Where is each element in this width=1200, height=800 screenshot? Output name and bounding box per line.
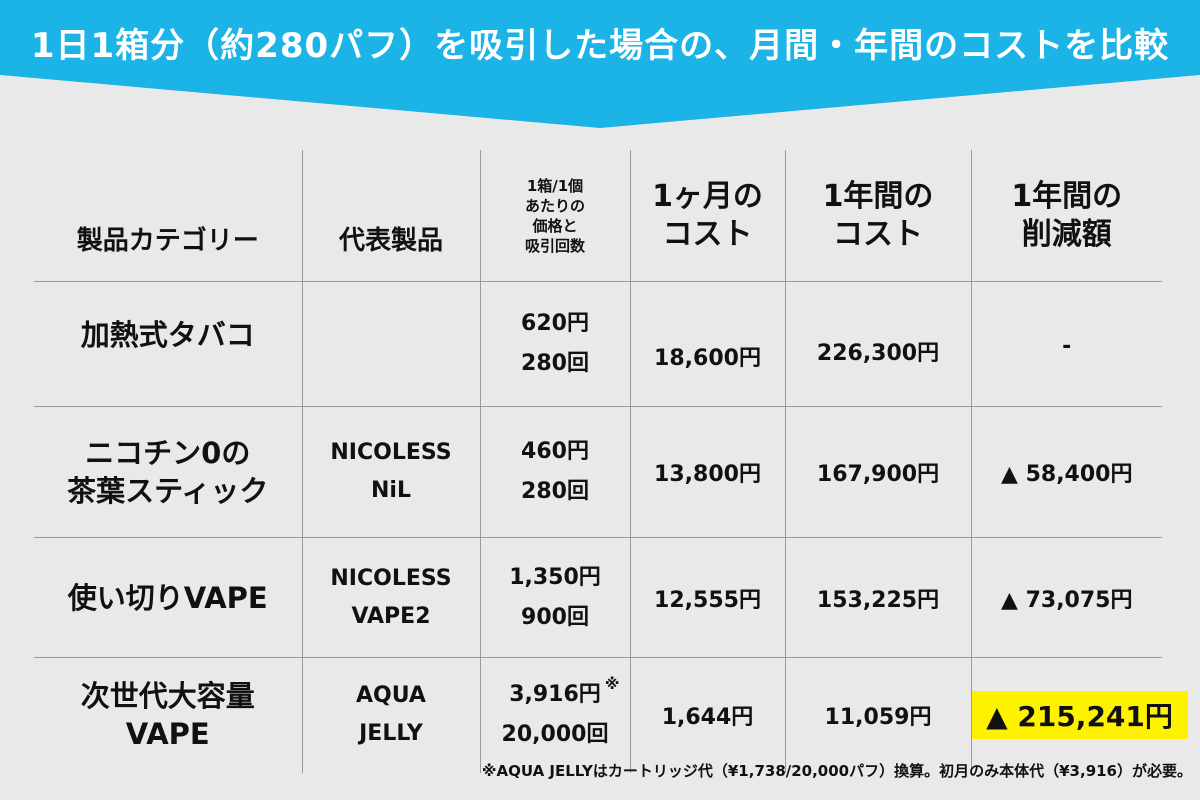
yearly-cost: 167,900円	[784, 406, 971, 538]
title-banner: 1日1箱分（約280パフ）を吸引した場合の、月間・年間のコストを比較	[0, 0, 1200, 130]
header-price-line: あたりの	[524, 196, 585, 215]
monthly-cost: 12,555円	[629, 537, 785, 658]
category-line: VAPE	[125, 717, 210, 752]
header-price-line: 吸引回数	[524, 236, 585, 255]
category-cell: 使い切りVAPE	[34, 537, 302, 658]
category-line: 茶葉スティック	[67, 474, 269, 508]
note-mark: ※	[604, 675, 620, 693]
table-row: 加熱式タバコ 620円 280回 18,600円 226,300円 -	[34, 281, 1162, 407]
yearly-saving: ▲ 58,400円	[970, 406, 1162, 538]
header-saving: 1年間の 削減額	[970, 150, 1162, 282]
table-row: 次世代大容量 VAPE AQUA JELLY ※ 3,916円 20,000回 …	[34, 657, 1188, 773]
header-saving-line: 削減額	[1021, 216, 1112, 252]
category-line: 次世代大容量	[80, 679, 255, 714]
puff-count: 20,000回	[501, 722, 609, 748]
product-cell: AQUA JELLY	[301, 657, 480, 773]
product-cell: NICOLESS NiL	[301, 406, 480, 538]
header-yearly: 1年間の コスト	[784, 150, 971, 282]
footnote: ※AQUA JELLYはカートリッジ代（¥1,738/20,000パフ）換算。初…	[481, 762, 1192, 780]
puff-count: 900回	[521, 604, 589, 630]
banner-shape	[0, 0, 1200, 128]
yearly-cost: 153,225円	[784, 537, 971, 658]
price-cell: 620円 280回	[479, 281, 630, 407]
yearly-saving: -	[970, 281, 1162, 407]
header-monthly-line: 1ヶ月の	[652, 178, 763, 214]
header-price-line: 1箱/1個	[526, 176, 584, 195]
header-monthly: 1ヶ月の コスト	[629, 150, 785, 282]
product-line: NICOLESS	[330, 440, 452, 465]
header-yearly-line: コスト	[833, 216, 923, 252]
header-yearly-line: 1年間の	[822, 178, 934, 214]
category-cell: 次世代大容量 VAPE	[34, 657, 302, 773]
header-product: 代表製品	[301, 150, 480, 282]
product-cell: NICOLESS VAPE2	[301, 537, 480, 658]
cost-comparison-table: 製品カテゴリー 代表製品 1箱/1個 あたりの 価格と 吸引回数 1ヶ月の コス…	[34, 150, 1188, 773]
puff-count: 280回	[521, 479, 589, 504]
header-row: 製品カテゴリー 代表製品 1箱/1個 あたりの 価格と 吸引回数 1ヶ月の コス…	[34, 150, 1162, 282]
product-line: JELLY	[359, 721, 423, 747]
header-price-line: 価格と	[532, 216, 578, 235]
yearly-saving: ▲ 73,075円	[970, 537, 1162, 658]
product-line: NiL	[371, 478, 411, 503]
puff-count: 280回	[521, 351, 589, 376]
yearly-cost: 226,300円	[784, 281, 971, 407]
price-value: 620円	[521, 311, 589, 336]
monthly-cost: 18,600円	[629, 281, 785, 407]
category-cell: ニコチン0の 茶葉スティック	[34, 406, 302, 538]
monthly-cost: 1,644円	[629, 657, 785, 773]
category-line: 使い切りVAPE	[67, 580, 268, 615]
yearly-cost: 11,059円	[784, 657, 971, 773]
header-price: 1箱/1個 あたりの 価格と 吸引回数	[479, 150, 630, 282]
table-row: 使い切りVAPE NICOLESS VAPE2 1,350円 900回 12,5…	[34, 537, 1162, 658]
price-value: 3,916円	[509, 682, 601, 708]
category-line: ニコチン0の	[85, 436, 251, 470]
category-line: 加熱式タバコ	[80, 318, 255, 352]
highlighted-saving: ▲ 215,241円	[971, 691, 1188, 740]
yearly-saving-cell: ▲ 215,241円	[970, 657, 1188, 773]
product-line: NICOLESS	[330, 565, 452, 591]
header-monthly-line: コスト	[662, 216, 753, 252]
product-line: AQUA	[356, 683, 426, 709]
product-line: VAPE2	[351, 603, 431, 629]
price-value: 460円	[521, 439, 589, 464]
table-row: ニコチン0の 茶葉スティック NICOLESS NiL 460円 280回 13…	[34, 406, 1162, 538]
header-saving-line: 1年間の	[1011, 178, 1123, 214]
comparison-table-wrap: 製品カテゴリー 代表製品 1箱/1個 あたりの 価格と 吸引回数 1ヶ月の コス…	[34, 150, 1188, 773]
price-cell: 460円 280回	[479, 406, 630, 538]
header-category: 製品カテゴリー	[76, 226, 259, 256]
price-cell: 1,350円 900回	[479, 537, 630, 658]
page-title: 1日1箱分（約280パフ）を吸引した場合の、月間・年間のコストを比較	[30, 26, 1170, 66]
category-cell: 加熱式タバコ	[34, 281, 302, 407]
price-value: 1,350円	[509, 564, 601, 590]
product-cell	[301, 281, 480, 407]
monthly-cost: 13,800円	[629, 406, 785, 538]
price-cell: ※ 3,916円 20,000回	[479, 657, 630, 773]
